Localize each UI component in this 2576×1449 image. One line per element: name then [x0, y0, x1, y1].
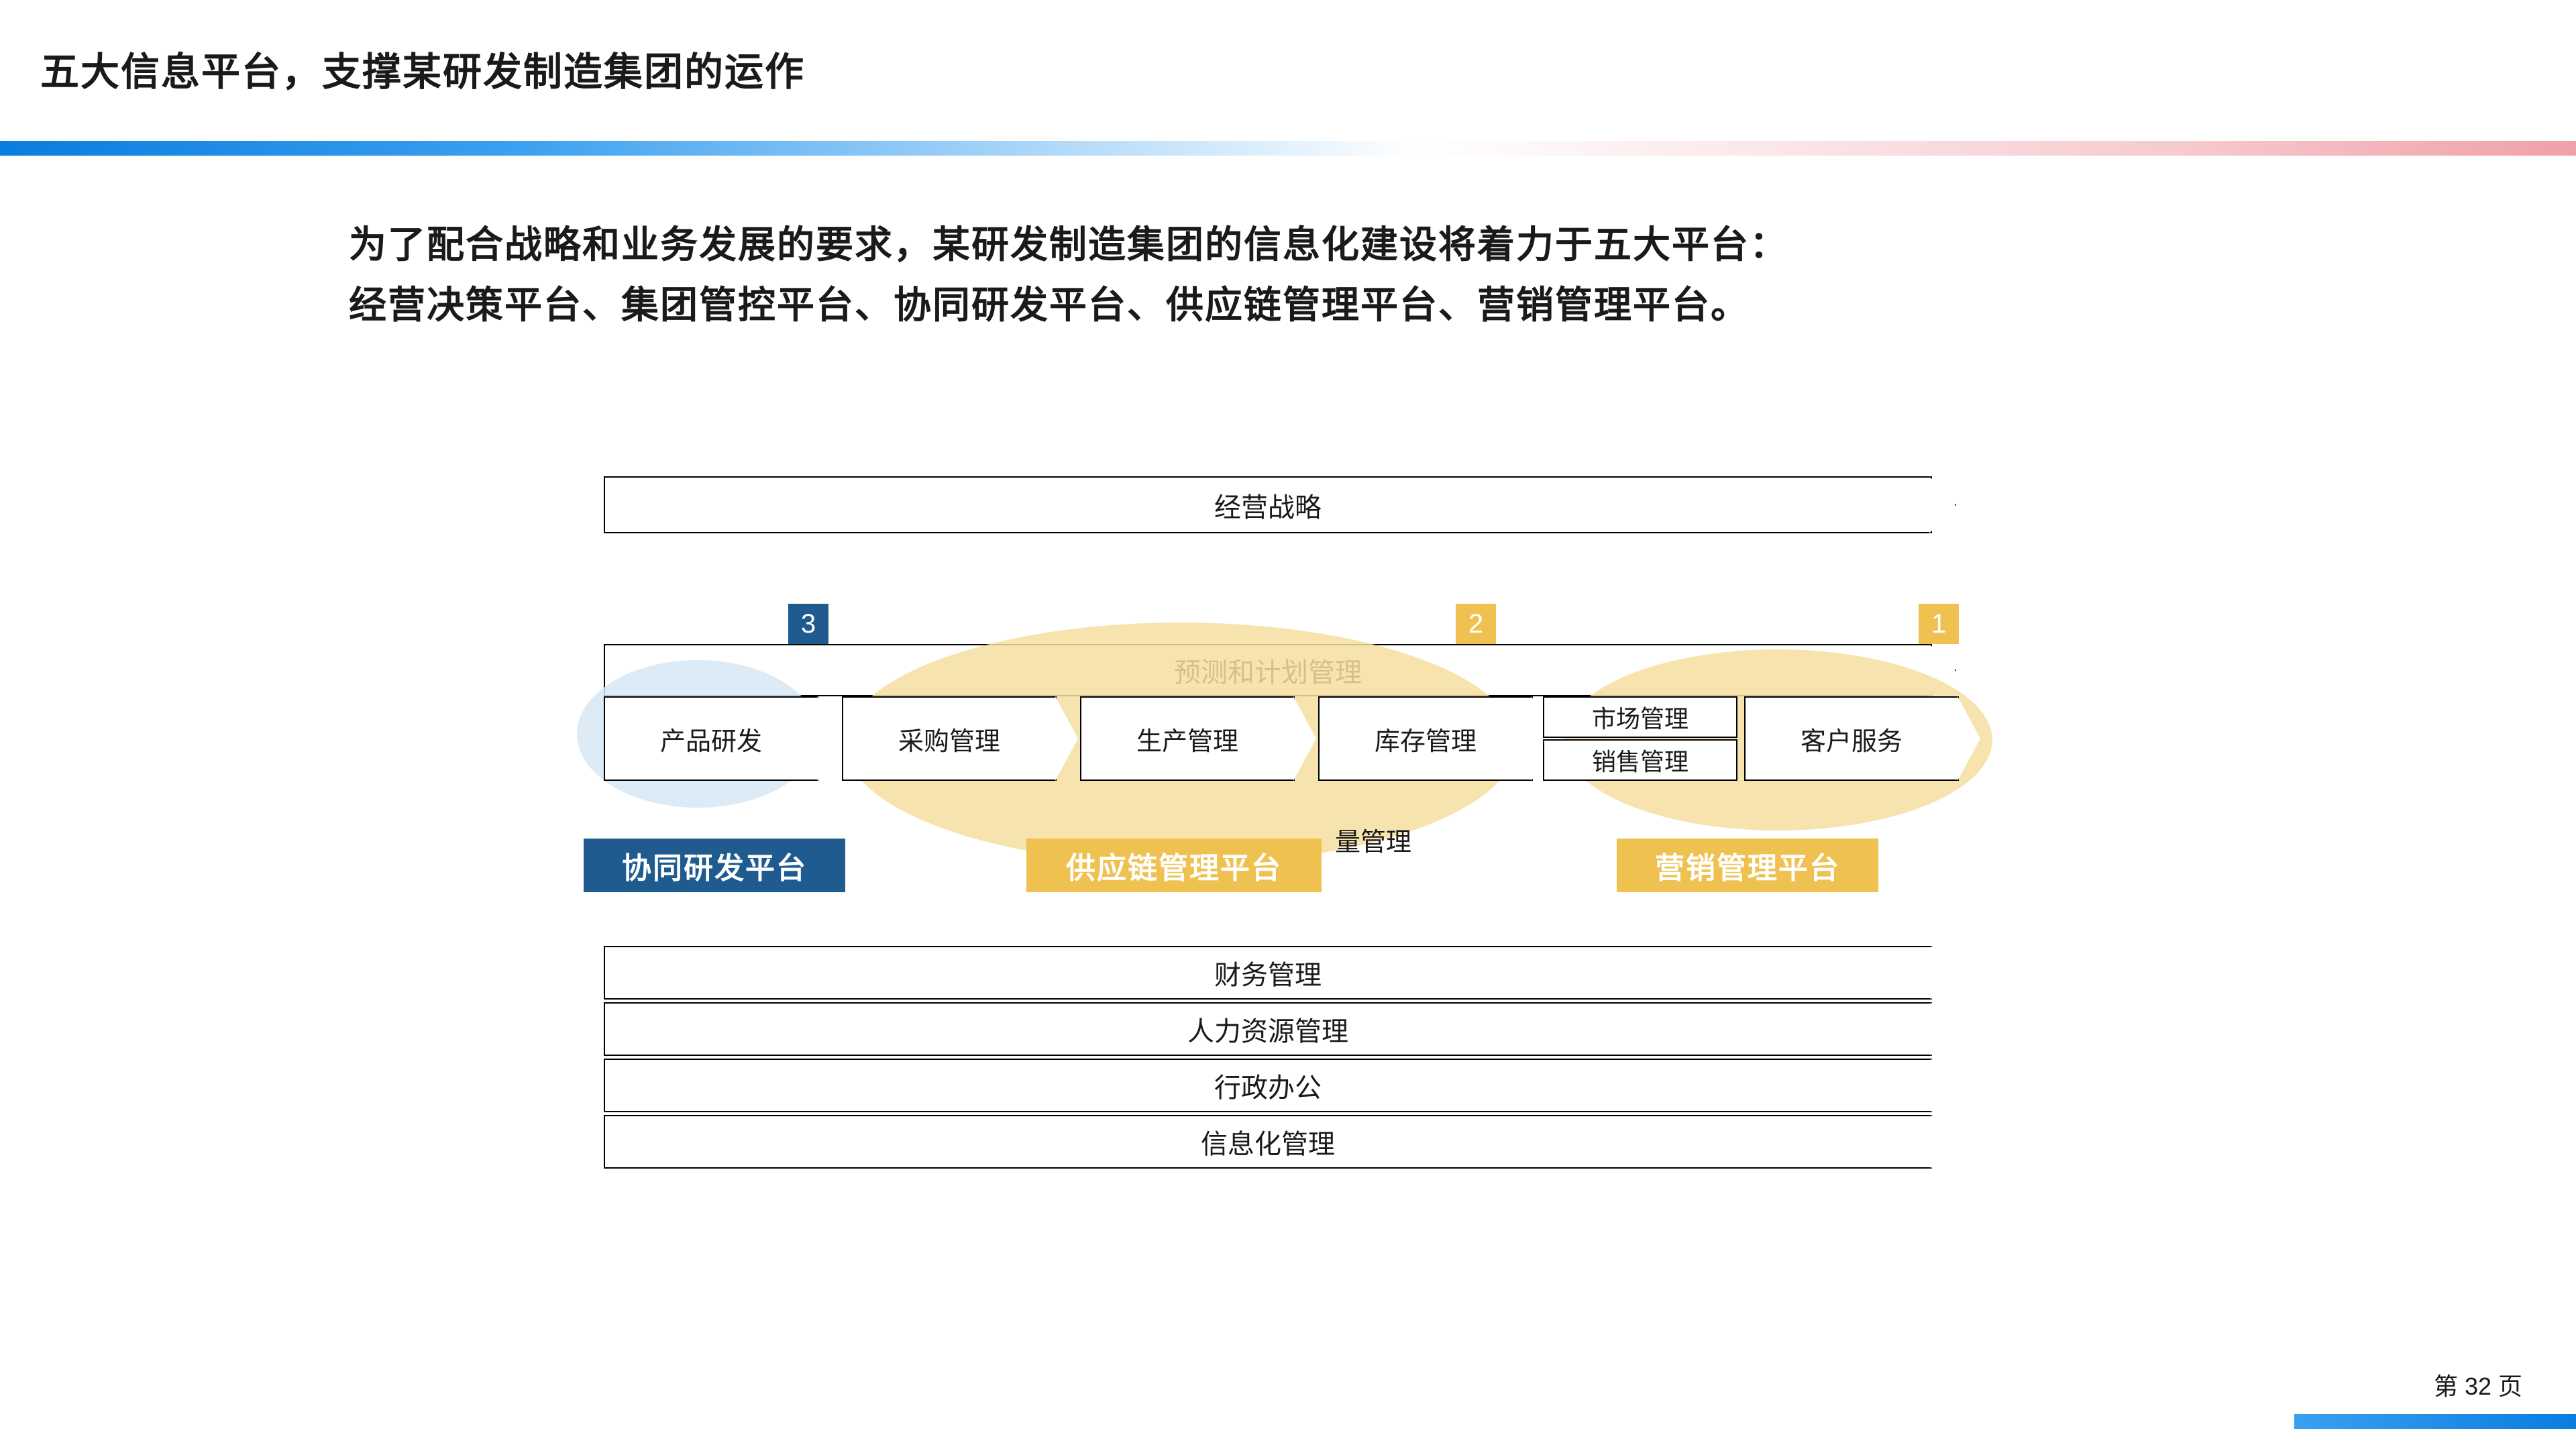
strategy-band: 经营战略: [604, 476, 1932, 533]
process-采购管理: 采购管理: [842, 696, 1057, 781]
page-number: 第 32 页: [2434, 1367, 2522, 1402]
support-财务管理: 财务管理: [604, 946, 1932, 1000]
process-库存管理: 库存管理: [1318, 696, 1533, 781]
footer-accent-bar: [2294, 1414, 2576, 1429]
slide-title: 五大信息平台，支撑某研发制造集团的运作: [40, 40, 805, 97]
process-产品研发: 产品研发: [604, 696, 818, 781]
support-人力资源管理: 人力资源管理: [604, 1002, 1932, 1056]
subtitle-line-1: 为了配合战略和业务发展的要求，某研发制造集团的信息化建设将着力于五大平台：: [349, 223, 1788, 266]
process-销售管理: 销售管理: [1543, 739, 1737, 781]
platform-协同研发平台: 协同研发平台: [584, 839, 845, 892]
process-市场管理: 市场管理: [1543, 696, 1737, 738]
badge-3: 3: [788, 604, 828, 644]
support-行政办公: 行政办公: [604, 1059, 1932, 1112]
quality-mgmt-fragment: 量管理: [1335, 821, 1411, 858]
process-生产管理: 生产管理: [1080, 696, 1295, 781]
slide-subtitle: 为了配合战略和业务发展的要求，某研发制造集团的信息化建设将着力于五大平台： 经营…: [349, 215, 1788, 335]
platform-供应链管理平台: 供应链管理平台: [1026, 839, 1322, 892]
support-信息化管理: 信息化管理: [604, 1115, 1932, 1169]
badge-2: 2: [1456, 604, 1496, 644]
process-客户服务: 客户服务: [1744, 696, 1959, 781]
platform-diagram: 经营战略 321 预测和计划管理 产品研发采购管理生产管理库存管理客户服务市场管…: [604, 476, 1959, 1174]
header-gradient-bar: [0, 141, 2576, 156]
platform-营销管理平台: 营销管理平台: [1617, 839, 1878, 892]
subtitle-line-2: 经营决策平台、集团管控平台、协同研发平台、供应链管理平台、营销管理平台。: [349, 284, 1750, 326]
strategy-band-label: 经营战略: [1214, 486, 1322, 525]
badge-1: 1: [1919, 604, 1959, 644]
